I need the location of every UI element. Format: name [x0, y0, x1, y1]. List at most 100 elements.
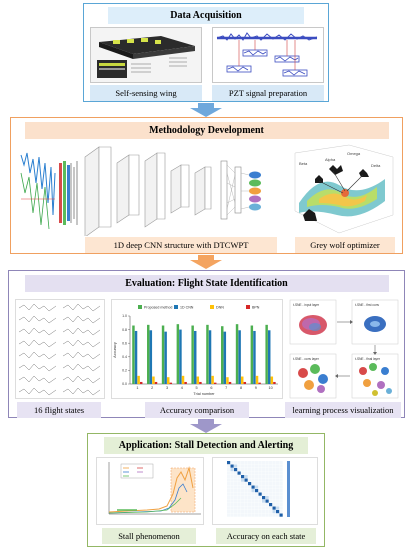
confusion-cell [279, 496, 283, 500]
x-tick-label: 1 [136, 386, 138, 390]
bar-proposed-method-1 [132, 325, 135, 384]
confusion-cell [251, 464, 255, 468]
confusion-cell [241, 506, 245, 510]
confusion-cell [269, 485, 273, 489]
confusion-cell [251, 510, 255, 514]
confusion-cell [248, 503, 252, 507]
bar-1d-cnn-3 [164, 331, 167, 384]
confusion-cell [227, 506, 231, 510]
confusion-cell [258, 468, 262, 472]
caption-accuracy-comparison: Accuracy comparison [145, 402, 249, 418]
confusion-cell [230, 503, 234, 507]
confusion-cell [276, 513, 280, 517]
confusion-cell [241, 489, 245, 493]
confusion-cell [279, 475, 283, 479]
stage-methodology: Methodology Development [10, 117, 403, 254]
y-tick-label: 1.0 [122, 314, 127, 318]
confusion-cell [272, 485, 276, 489]
confusion-cell [248, 496, 252, 500]
confusion-cell [262, 461, 266, 465]
confusion-cell [269, 471, 273, 475]
stage-title-data-acquisition: Data Acquisition [108, 7, 304, 24]
confusion-cell [276, 485, 280, 489]
caption-self-sensing-wing: Self-sensing wing [90, 85, 202, 101]
bar-bpn-7 [228, 381, 232, 384]
bar-1d-cnn-6 [208, 330, 212, 384]
confusion-cell [251, 482, 255, 486]
tsne-label-first-conv: t-SNE - first conv [355, 303, 379, 307]
confusion-cell [276, 464, 280, 468]
confusion-cell [241, 499, 245, 503]
confusion-cell [244, 478, 248, 482]
confusion-cell [251, 485, 255, 489]
confusion-cell [265, 496, 269, 500]
confusion-cell [269, 506, 273, 510]
confusion-cell [230, 492, 234, 496]
confusion-cell [269, 489, 273, 493]
confusion-cell [248, 461, 252, 465]
confusion-cell [276, 503, 280, 507]
confusion-cell [255, 496, 259, 500]
x-tick-label: 2 [151, 386, 153, 390]
y-axis-label: Accuracy [113, 342, 117, 358]
confusion-cell [234, 461, 238, 465]
confusion-cell [244, 489, 248, 493]
confusion-cell [258, 499, 262, 503]
bar-proposed-method-6 [206, 324, 209, 384]
confusion-cell [269, 496, 273, 500]
confusion-cell [244, 506, 248, 510]
confusion-cell [248, 478, 252, 482]
bar-dnn-10 [270, 376, 274, 384]
confusion-cell [255, 485, 259, 489]
confusion-cell [262, 478, 266, 482]
confusion-cell [272, 475, 276, 479]
confusion-cell [258, 503, 262, 507]
confusion-cell [251, 471, 255, 475]
confusion-cell [269, 510, 273, 514]
confusion-cell [241, 492, 245, 496]
confusion-cell [265, 468, 269, 472]
confusion-cell [234, 475, 238, 479]
bar-1d-cnn-9 [253, 330, 256, 384]
confusion-cell [262, 489, 266, 493]
bar-bpn-5 [199, 381, 202, 384]
confusion-cell [230, 513, 234, 517]
confusion-cell [230, 485, 234, 489]
confusion-cell [251, 478, 255, 482]
confusion-cell [262, 499, 266, 503]
x-tick-label: 5 [196, 386, 198, 390]
confusion-cell [237, 492, 241, 496]
gwo-label-alpha: Alpha [325, 157, 336, 162]
bar-1d-cnn-10 [268, 330, 271, 384]
cnn-structure-image [19, 143, 277, 238]
confusion-cell [234, 506, 238, 510]
stall-phenomenon-plot [96, 457, 204, 525]
confusion-cell [244, 461, 248, 465]
confusion-cell [262, 510, 266, 514]
confusion-cell [279, 478, 283, 482]
confusion-cell [276, 506, 280, 510]
confusion-cell [230, 471, 234, 475]
confusion-cell [272, 492, 276, 496]
caption-accuracy-each-state: Accuracy on each state [216, 528, 316, 544]
confusion-cell [227, 478, 231, 482]
confusion-cell [227, 468, 231, 472]
confusion-cell [248, 482, 252, 486]
confusion-cell [248, 506, 252, 510]
confusion-cell [265, 489, 269, 493]
confusion-cell [248, 475, 252, 479]
confusion-cell [265, 492, 269, 496]
y-tick-label: 0.0 [122, 382, 127, 386]
confusion-cell [279, 492, 283, 496]
confusion-cell [255, 513, 259, 517]
x-tick-label: 6 [210, 386, 212, 390]
confusion-cell [241, 478, 245, 482]
legend-label-2: DNN [216, 306, 224, 310]
legend-swatch-3 [246, 305, 250, 309]
x-tick-label: 9 [255, 386, 257, 390]
bar-1d-cnn-5 [194, 330, 197, 384]
confusion-cell [265, 478, 269, 482]
confusion-cell [272, 496, 276, 500]
bar-1d-cnn-4 [179, 329, 182, 384]
y-tick-label: 0.2 [122, 369, 127, 373]
